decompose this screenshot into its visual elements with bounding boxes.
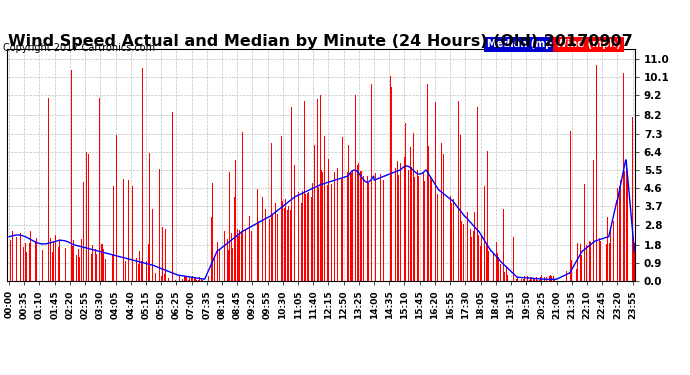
Title: Wind Speed Actual and Median by Minute (24 Hours) (Old) 20170907: Wind Speed Actual and Median by Minute (… bbox=[8, 34, 633, 49]
Text: Copyright 2017 Cartronics.com: Copyright 2017 Cartronics.com bbox=[3, 43, 155, 52]
Text: Median (mph): Median (mph) bbox=[487, 39, 564, 50]
Text: Wind (mph): Wind (mph) bbox=[556, 39, 621, 50]
